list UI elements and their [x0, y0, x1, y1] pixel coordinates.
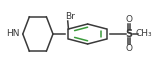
Text: CH₃: CH₃	[136, 30, 153, 38]
Text: O: O	[125, 14, 132, 24]
Text: HN: HN	[6, 30, 20, 38]
Text: S: S	[125, 29, 132, 39]
Text: Br: Br	[65, 12, 75, 21]
Text: O: O	[125, 44, 132, 54]
